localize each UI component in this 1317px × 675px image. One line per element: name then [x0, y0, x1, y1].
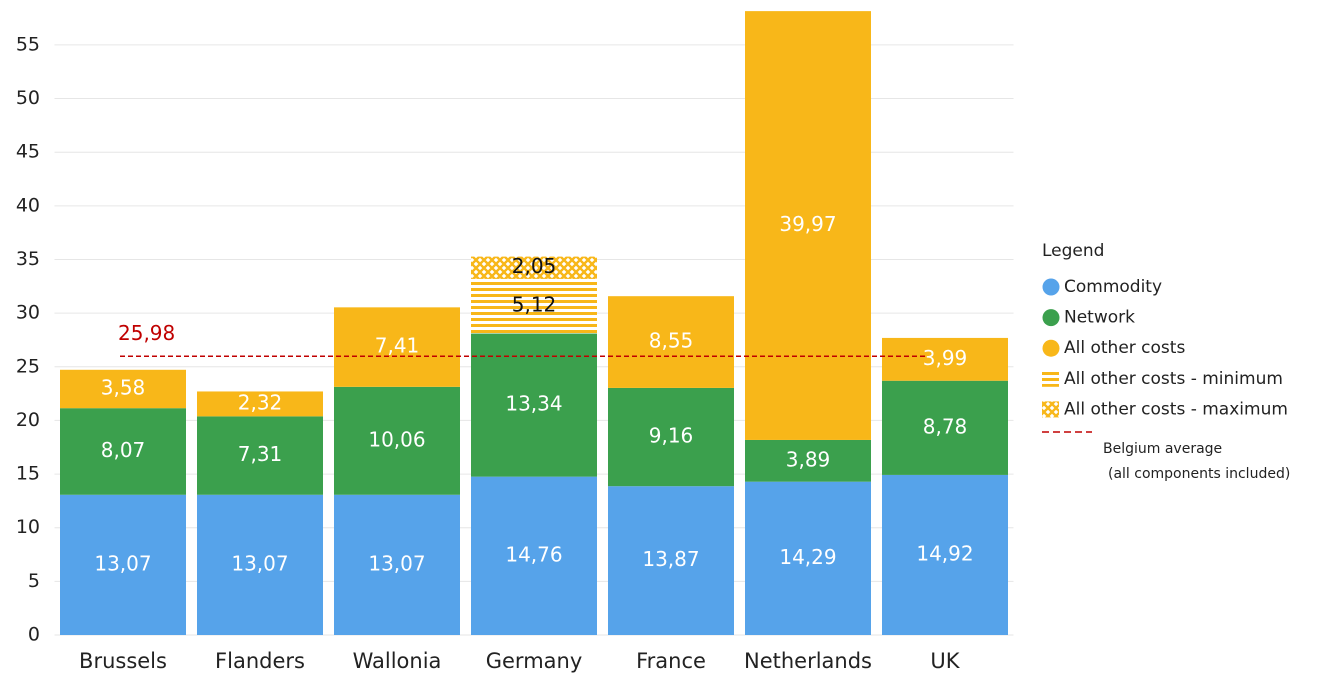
- y-tick-label: 5: [28, 570, 40, 592]
- legend-marker: [1042, 339, 1060, 357]
- data-label: 3,89: [786, 447, 831, 471]
- x-tick-label: Wallonia: [353, 649, 442, 673]
- bar-segment: [471, 278, 597, 334]
- x-tick-label: UK: [930, 649, 960, 673]
- bar-segment: [334, 494, 460, 635]
- y-tick-label: 35: [16, 248, 40, 270]
- y-tick-label: 10: [16, 516, 40, 538]
- bar-segment: [471, 333, 597, 477]
- legend-label: All other costs: [1064, 338, 1185, 358]
- legend-marker: [1042, 278, 1060, 296]
- data-label: 13,07: [94, 551, 151, 575]
- data-label: 13,34: [505, 392, 562, 416]
- x-tick-label: Netherlands: [744, 649, 872, 673]
- bar-segment: [197, 391, 323, 417]
- legend-label: Network: [1064, 308, 1135, 328]
- data-label: 7,31: [238, 442, 283, 466]
- bar-segment: [334, 307, 460, 387]
- data-label: 14,76: [505, 542, 562, 566]
- bar-segment: [745, 481, 871, 635]
- x-tick-label: Flanders: [215, 649, 305, 673]
- bar-segment: [60, 369, 186, 409]
- data-label: 5,12: [512, 293, 557, 317]
- bar-segment: [608, 486, 734, 635]
- bar-segment: [471, 256, 597, 279]
- legend-label: Commodity: [1064, 277, 1162, 297]
- bar-segment: [197, 494, 323, 635]
- data-label: 3,58: [101, 375, 146, 399]
- bar-segment: [471, 476, 597, 635]
- bar-segment: [334, 386, 460, 495]
- x-tick-label: France: [636, 649, 706, 673]
- bar-segment: [197, 416, 323, 495]
- bar-segment: [882, 474, 1008, 635]
- data-label: 13,07: [368, 551, 425, 575]
- legend-label: Belgium average: [1103, 441, 1222, 457]
- y-tick-label: 40: [16, 194, 40, 216]
- bar-segment: [882, 380, 1008, 475]
- data-label: 8,78: [923, 414, 968, 438]
- x-tick-label: Germany: [486, 649, 583, 673]
- data-label: 9,16: [649, 424, 694, 448]
- bar-segment: [882, 337, 1008, 381]
- bar-segment: [608, 296, 734, 388]
- data-label: 3,99: [923, 346, 968, 370]
- y-tick-label: 30: [16, 302, 40, 324]
- bar-segment: [745, 439, 871, 482]
- y-tick-label: 50: [16, 87, 40, 109]
- legend-marker: [1042, 370, 1059, 387]
- y-tick-label: 20: [16, 409, 40, 431]
- data-label: 2,05: [512, 254, 557, 278]
- bar-segment: [60, 408, 186, 495]
- bar-segment: [60, 494, 186, 635]
- bar-segment: [745, 11, 871, 440]
- legend-marker: [1042, 401, 1059, 418]
- x-tick-label: Brussels: [79, 649, 167, 673]
- y-tick-label: 0: [28, 624, 40, 646]
- legend-marker: [1042, 309, 1060, 327]
- legend-label: All other costs - minimum: [1064, 369, 1283, 389]
- data-label: 13,07: [231, 551, 288, 575]
- y-tick-label: 45: [16, 141, 40, 163]
- data-label: 8,07: [101, 438, 146, 462]
- y-tick-label: 15: [16, 463, 40, 485]
- reference-label: 25,98: [118, 321, 175, 345]
- data-label: 10,06: [368, 427, 425, 451]
- y-tick-label: 25: [16, 355, 40, 377]
- data-label: 14,92: [916, 541, 973, 565]
- data-label: 7,41: [375, 334, 420, 358]
- data-label: 8,55: [649, 329, 694, 353]
- legend-label: (all components included): [1108, 466, 1290, 482]
- data-label: 13,87: [642, 547, 699, 571]
- legend-label: All other costs - maximum: [1064, 399, 1288, 419]
- data-label: 2,32: [238, 390, 283, 414]
- data-label: 39,97: [779, 212, 836, 236]
- y-tick-label: 55: [16, 33, 40, 55]
- bar-segment: [608, 387, 734, 487]
- data-label: 14,29: [779, 545, 836, 569]
- legend-title: Legend: [1042, 241, 1104, 261]
